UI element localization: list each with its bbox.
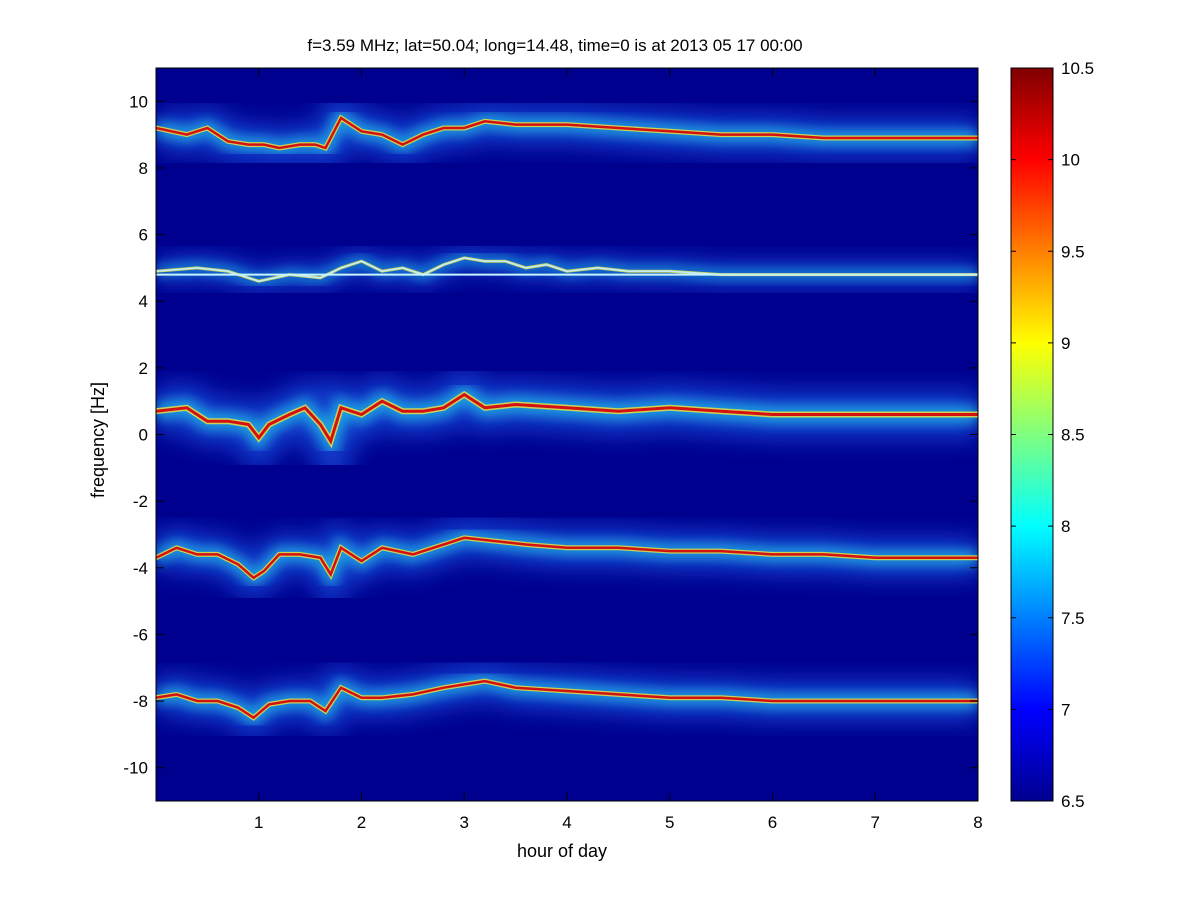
y-tick-label: 0 <box>139 426 148 445</box>
trace-core <box>156 257 978 282</box>
y-tick-label: 8 <box>139 159 148 178</box>
trace-core <box>156 679 978 720</box>
y-tick-label: 6 <box>139 226 148 245</box>
colorbar-tick-label: 10 <box>1061 151 1080 170</box>
y-axis-label: frequency [Hz] <box>88 382 108 498</box>
x-axis-label: hour of day <box>517 841 607 861</box>
colorbar-tick-label: 9.5 <box>1061 242 1085 261</box>
y-axis-ticks: -10 -8 -6 -4 -2 0 2 4 6 8 10 <box>123 92 978 778</box>
x-tick-label: 8 <box>973 813 982 832</box>
colorbar-tick-label: 10.5 <box>1061 59 1094 78</box>
y-tick-label: 4 <box>139 292 148 311</box>
x-tick-label: 4 <box>562 813 571 832</box>
colorbar <box>1010 67 1054 802</box>
y-tick-label: -2 <box>133 492 148 511</box>
colorbar-ticks: 6.5 7 7.5 8 8.5 9 9.5 10 10.5 <box>1011 59 1094 811</box>
y-tick-label: 10 <box>129 92 148 111</box>
colorbar-tick-label: 7.5 <box>1061 609 1085 628</box>
x-tick-label: 3 <box>460 813 469 832</box>
y-tick-label: -10 <box>123 759 148 778</box>
colorbar-tick-label: 7 <box>1061 700 1070 719</box>
colorbar-tick-label: 9 <box>1061 334 1070 353</box>
chart-title: f=3.59 MHz; lat=50.04; long=14.48, time=… <box>307 36 802 55</box>
y-tick-label: -6 <box>133 625 148 644</box>
trace-core <box>156 536 978 580</box>
x-tick-label: 7 <box>871 813 880 832</box>
spectral-traces <box>156 89 978 743</box>
x-axis-ticks: 1 2 3 4 5 6 7 8 <box>254 68 983 832</box>
trace-core <box>156 392 978 445</box>
colorbar-tick-label: 8 <box>1061 517 1070 536</box>
x-tick-label: 5 <box>665 813 674 832</box>
y-tick-label: -4 <box>133 559 148 578</box>
y-tick-label: 2 <box>139 359 148 378</box>
trace-core <box>156 116 978 150</box>
y-tick-label: -8 <box>133 692 148 711</box>
x-tick-label: 6 <box>768 813 777 832</box>
colorbar-tick-label: 8.5 <box>1061 426 1085 445</box>
colorbar-tick-label: 6.5 <box>1061 792 1085 811</box>
x-tick-label: 2 <box>357 813 366 832</box>
x-tick-label: 1 <box>254 813 263 832</box>
